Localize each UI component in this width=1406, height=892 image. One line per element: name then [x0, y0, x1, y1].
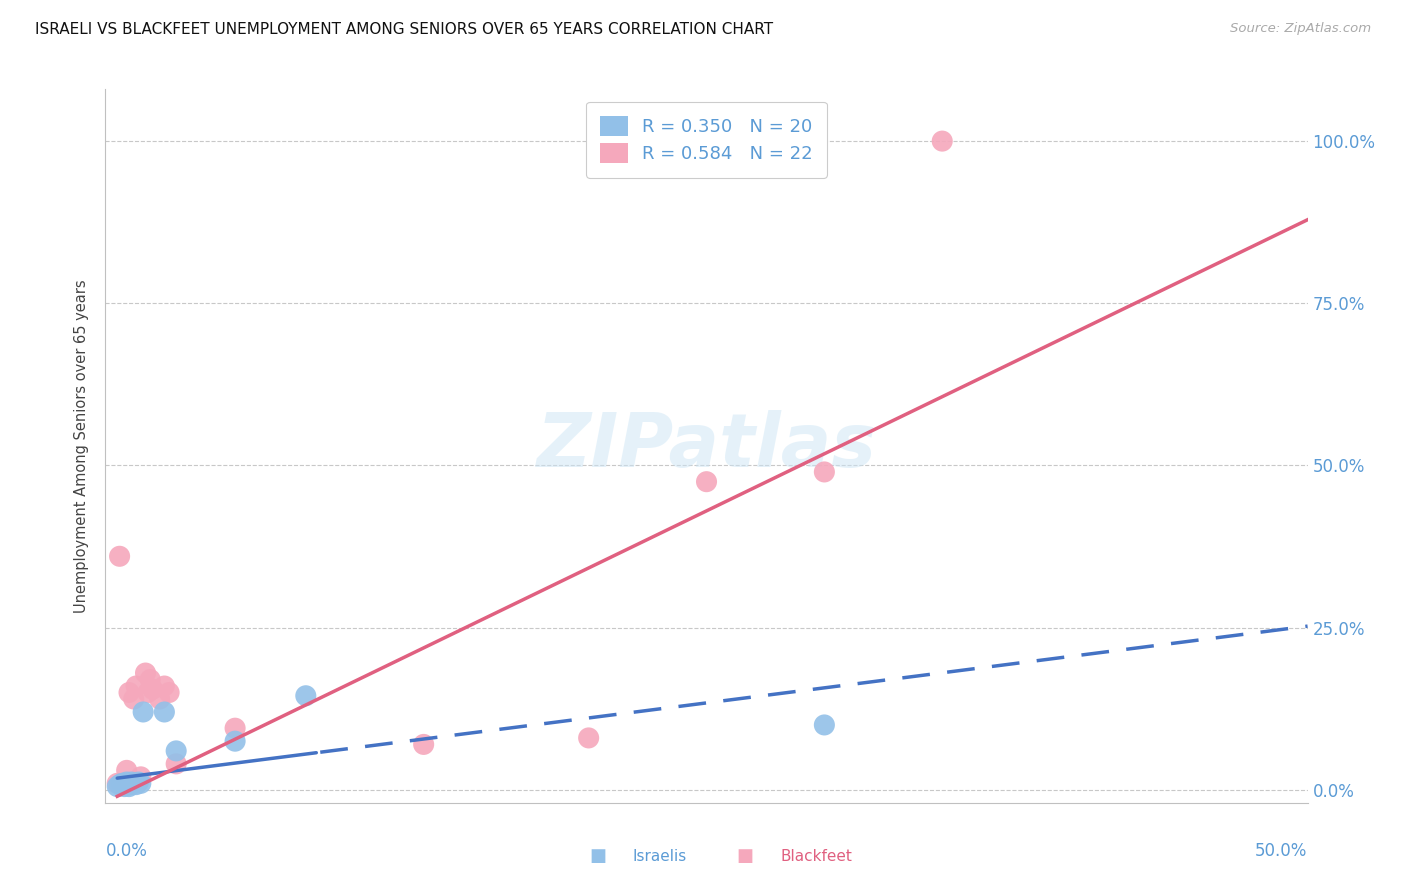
Point [132, 705, 155, 719]
Y-axis label: Unemployment Among Seniors over 65 years: Unemployment Among Seniors over 65 years [75, 279, 90, 613]
Point [127, 775, 149, 789]
Point [105, 776, 128, 790]
Point [165, 744, 187, 758]
Point [111, 776, 134, 790]
Text: Israelis: Israelis [633, 849, 688, 863]
Point [105, 780, 128, 794]
Point [115, 778, 138, 792]
Point [153, 679, 176, 693]
Text: ZIPatlas: ZIPatlas [537, 409, 876, 483]
Point [135, 666, 157, 681]
Point [224, 721, 246, 735]
Point [129, 776, 152, 790]
Point [224, 734, 246, 748]
Point [122, 776, 145, 790]
Point [142, 682, 165, 697]
Text: ■: ■ [589, 847, 606, 865]
Text: 50.0%: 50.0% [1256, 842, 1308, 860]
Point [153, 705, 176, 719]
Point [295, 689, 318, 703]
Point [578, 731, 600, 745]
Point [112, 780, 135, 794]
Point [118, 685, 141, 699]
Point [115, 764, 138, 778]
Point [108, 778, 131, 792]
Point [118, 776, 141, 790]
Text: 0.0%: 0.0% [105, 842, 148, 860]
Point [129, 770, 152, 784]
Point [165, 756, 187, 771]
Point [108, 549, 131, 564]
Point [412, 738, 434, 752]
Point [139, 673, 162, 687]
Text: Source: ZipAtlas.com: Source: ZipAtlas.com [1230, 22, 1371, 36]
Point [813, 718, 835, 732]
Point [112, 776, 135, 790]
Text: ■: ■ [737, 847, 754, 865]
Point [157, 685, 180, 699]
Point [125, 778, 148, 792]
Point [122, 692, 145, 706]
Point [136, 685, 159, 699]
Legend: R = 0.350   N = 20, R = 0.584   N = 22: R = 0.350 N = 20, R = 0.584 N = 22 [586, 102, 827, 178]
Point [813, 465, 835, 479]
Point [118, 780, 141, 794]
Text: ISRAELI VS BLACKFEET UNEMPLOYMENT AMONG SENIORS OVER 65 YEARS CORRELATION CHART: ISRAELI VS BLACKFEET UNEMPLOYMENT AMONG … [35, 22, 773, 37]
Point [696, 475, 718, 489]
Point [931, 134, 953, 148]
Point [115, 775, 138, 789]
Point [120, 778, 142, 792]
Point [125, 679, 148, 693]
Point [120, 775, 142, 789]
Point [149, 692, 172, 706]
Text: Blackfeet: Blackfeet [780, 849, 852, 863]
